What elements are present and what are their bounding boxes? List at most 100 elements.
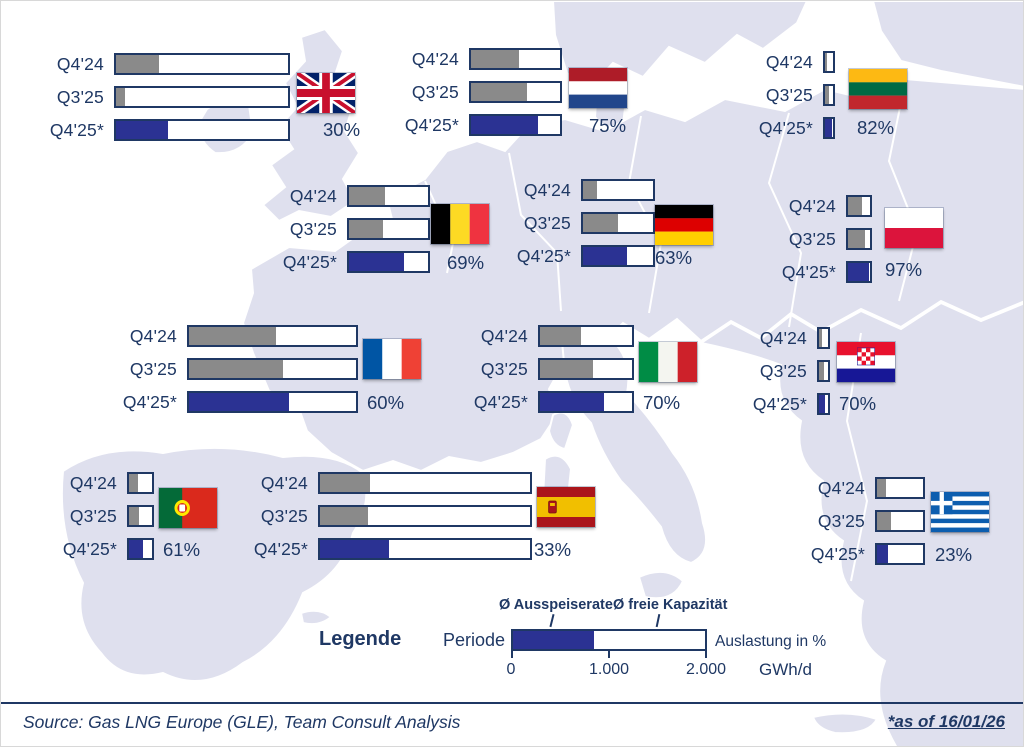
- period-label-de-2: Q4'25*: [516, 246, 571, 266]
- capacity-bar-pt-period-1: [127, 505, 154, 527]
- legend-title: Legende: [319, 628, 402, 650]
- flag-fr-icon: [363, 339, 421, 379]
- capacity-bar-de-period-0: [581, 179, 655, 201]
- axis-tickmark: [705, 651, 707, 658]
- capacity-bar-nl-period-1: [469, 81, 562, 103]
- flag-hr-icon: [837, 342, 895, 382]
- period-label-hr-2: Q4'25*: [752, 394, 807, 414]
- utilization-value-fr: 60%: [367, 392, 405, 413]
- utilization-fill: [129, 474, 139, 492]
- utilization-fill: [189, 393, 290, 411]
- capacity-bar-uk-period-0: [114, 53, 290, 75]
- utilization-fill: [349, 187, 386, 205]
- utilization-fill: [819, 329, 822, 347]
- utilization-fill: [848, 230, 865, 248]
- period-label-pt-2: Q4'25*: [62, 539, 117, 559]
- capacity-bar-it-period-1: [538, 358, 634, 380]
- period-label-nl-2: Q4'25*: [404, 115, 459, 135]
- flag-es-icon: [537, 487, 595, 527]
- capacity-bar-gr-period-1: [875, 510, 925, 532]
- period-label-pl-2: Q4'25*: [781, 262, 836, 282]
- period-label-be-2: Q4'25*: [282, 252, 337, 272]
- capacity-bar-nl-period-2: [469, 114, 562, 136]
- capacity-bar-lt-period-1: [823, 84, 835, 106]
- period-label-it-1: Q3'25: [480, 359, 528, 379]
- utilization-fill: [819, 362, 824, 380]
- utilization-fill: [349, 253, 404, 271]
- utilization-value-de: 63%: [655, 247, 693, 268]
- period-label-pt-1: Q3'25: [69, 506, 117, 526]
- utilization-fill: [877, 545, 888, 563]
- period-label-fr-0: Q4'24: [129, 326, 177, 346]
- flag-pt-icon: [159, 488, 217, 528]
- utilization-fill: [116, 55, 159, 73]
- utilization-fill: [825, 53, 828, 71]
- source-text: Source: Gas LNG Europe (GLE), Team Consu…: [23, 712, 461, 732]
- period-label-nl-0: Q4'24: [411, 49, 459, 69]
- utilization-value-es: 33%: [534, 539, 572, 560]
- utilization-fill: [819, 395, 826, 413]
- utilization-fill: [471, 50, 520, 68]
- utilization-fill: [471, 116, 538, 134]
- utilization-value-pl: 97%: [885, 259, 923, 280]
- period-label-de-1: Q3'25: [523, 213, 571, 233]
- utilization-fill: [189, 360, 283, 378]
- utilization-fill: [877, 479, 887, 497]
- flag-uk-icon: [297, 73, 355, 113]
- footnote-text: *as of 16/01/26: [887, 712, 1005, 731]
- axis-tickmark: [511, 651, 513, 658]
- capacity-bar-pt-period-2: [127, 538, 154, 560]
- utilization-value-gr: 23%: [935, 544, 973, 565]
- period-label-hr-1: Q3'25: [759, 361, 807, 381]
- period-label-uk-1: Q3'25: [56, 87, 104, 107]
- capacity-bar-pt-period-0: [127, 472, 154, 494]
- flag-pl-icon: [885, 208, 943, 248]
- axis-unit-label: GWh/d: [759, 660, 812, 679]
- flag-nl-icon: [569, 68, 627, 108]
- utilization-fill: [848, 197, 863, 215]
- period-label-pl-1: Q3'25: [788, 229, 836, 249]
- period-label-lt-2: Q4'25*: [758, 118, 813, 138]
- axis-tick-label-2000: 2.000: [685, 661, 727, 678]
- axis-tickmark: [608, 651, 610, 658]
- utilization-fill: [877, 512, 891, 530]
- legend-ausspeiserate-label: Ø Ausspeiserate: [499, 597, 613, 613]
- footer-divider: [1, 702, 1023, 704]
- capacity-bar-fr-period-2: [187, 391, 358, 413]
- flag-it-icon: [639, 342, 697, 382]
- period-label-be-1: Q3'25: [289, 219, 337, 239]
- utilization-value-nl: 75%: [589, 115, 627, 136]
- period-label-fr-2: Q4'25*: [122, 392, 177, 412]
- flag-lt-icon: [849, 69, 907, 109]
- period-label-gr-2: Q4'25*: [810, 544, 865, 564]
- legend-periode-label: Periode: [442, 630, 505, 650]
- utilization-value-it: 70%: [643, 392, 681, 413]
- capacity-bar-lt-period-2: [823, 117, 835, 139]
- capacity-bar-nl-period-0: [469, 48, 562, 70]
- utilization-fill: [349, 220, 383, 238]
- period-label-es-1: Q3'25: [260, 506, 308, 526]
- utilization-fill: [583, 214, 618, 232]
- flag-be-icon: [431, 204, 489, 244]
- utilization-fill: [583, 247, 628, 265]
- capacity-bar-gr-period-0: [875, 477, 925, 499]
- capacity-bar-fr-period-0: [187, 325, 358, 347]
- utilization-fill: [471, 83, 528, 101]
- capacity-bar-de-period-2: [581, 245, 655, 267]
- period-label-de-0: Q4'24: [523, 180, 571, 200]
- capacity-bar-de-period-1: [581, 212, 655, 234]
- utilization-fill: [320, 540, 390, 558]
- period-label-fr-1: Q3'25: [129, 359, 177, 379]
- legend-auslastung-label: Auslastung in %: [715, 633, 827, 650]
- axis-tick-label-1000: 1.000: [588, 661, 630, 678]
- period-label-gr-1: Q3'25: [817, 511, 865, 531]
- period-label-lt-1: Q3'25: [765, 85, 813, 105]
- legend-freie-kapazitaet-label: Ø freie Kapazität: [613, 597, 728, 613]
- capacity-bar-lt-period-0: [823, 51, 835, 73]
- capacity-bar-be-period-2: [347, 251, 430, 273]
- capacity-bar-es-period-2: [318, 538, 532, 560]
- capacity-bar-uk-period-2: [114, 119, 290, 141]
- period-label-it-2: Q4'25*: [473, 392, 528, 412]
- period-label-es-0: Q4'24: [260, 473, 308, 493]
